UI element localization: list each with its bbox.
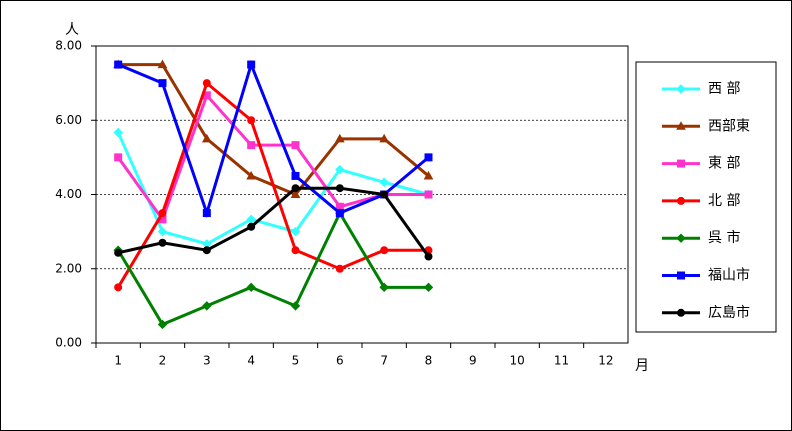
point (157, 319, 168, 330)
point (114, 153, 123, 162)
x-tick-label: 7 (380, 354, 388, 368)
series-line (116, 80, 429, 289)
legend-label: 福山市 (708, 267, 750, 284)
legend-marker (676, 84, 686, 94)
point (291, 246, 300, 255)
point (201, 133, 212, 143)
point (114, 60, 123, 69)
legend-label: 西部東 (708, 118, 750, 134)
point (423, 170, 434, 180)
point (291, 141, 300, 150)
point (334, 133, 345, 143)
point (424, 252, 433, 261)
series-line (117, 186, 430, 258)
legend-marker (677, 271, 685, 280)
x-unit: 月 (635, 358, 649, 374)
point (290, 226, 301, 237)
y-tick-label: 4.00 (55, 187, 82, 201)
x-tick-label: 2 (159, 354, 167, 368)
point (379, 133, 390, 143)
x-tick-label: 6 (336, 354, 344, 368)
series-line (116, 209, 429, 327)
point (157, 59, 168, 69)
point (202, 246, 211, 255)
point (158, 79, 167, 88)
x-tick-label: 10 (510, 354, 525, 368)
point (335, 184, 344, 193)
y-tick-label: 6.00 (55, 113, 82, 127)
point (202, 209, 211, 218)
point (246, 170, 257, 180)
point (202, 79, 211, 88)
point (113, 127, 123, 138)
legend-label: 西 部 (708, 81, 740, 97)
point (424, 190, 433, 199)
series-line (117, 59, 430, 218)
x-tick-label: 8 (425, 354, 433, 368)
point (114, 283, 123, 292)
legend-marker (677, 159, 685, 168)
point (202, 301, 212, 311)
legend-marker (677, 308, 685, 317)
point (335, 209, 344, 218)
point (290, 189, 301, 198)
legend-label: 東 部 (708, 156, 740, 172)
legend-marker (676, 233, 686, 243)
point (158, 209, 167, 218)
legend-label: 呉 市 (708, 229, 740, 246)
point (290, 301, 301, 311)
point (291, 184, 300, 193)
point (423, 282, 434, 293)
y-unit: 人 (65, 22, 79, 38)
point (291, 171, 300, 180)
legend-label: 北 部 (708, 193, 740, 209)
point (247, 222, 256, 231)
point (114, 248, 123, 257)
point (158, 238, 167, 247)
point (246, 282, 256, 293)
point (247, 141, 256, 150)
point (247, 116, 256, 125)
legend-marker (676, 121, 686, 130)
point (379, 282, 389, 293)
point (247, 60, 256, 69)
x-tick-label: 9 (469, 354, 477, 368)
x-tick-label: 11 (554, 354, 569, 368)
point (157, 226, 168, 237)
y-tick-label: 2.00 (55, 261, 82, 275)
y-tick-label: 0.00 (55, 336, 82, 350)
point (424, 153, 433, 162)
series-line (116, 131, 429, 246)
point (380, 190, 389, 199)
legend-marker (677, 196, 685, 205)
y-tick-label: 8.00 (55, 39, 82, 53)
x-tick-label: 1 (114, 354, 122, 368)
legend-label: 広島市 (708, 304, 750, 321)
x-tick-label: 3 (203, 354, 211, 368)
legend-box (635, 61, 777, 333)
x-tick-label: 4 (247, 354, 255, 368)
x-tick-label: 5 (292, 354, 300, 368)
point (379, 177, 389, 187)
point (335, 164, 345, 175)
x-tick-label: 12 (598, 354, 613, 368)
point (380, 246, 389, 255)
point (335, 264, 344, 273)
